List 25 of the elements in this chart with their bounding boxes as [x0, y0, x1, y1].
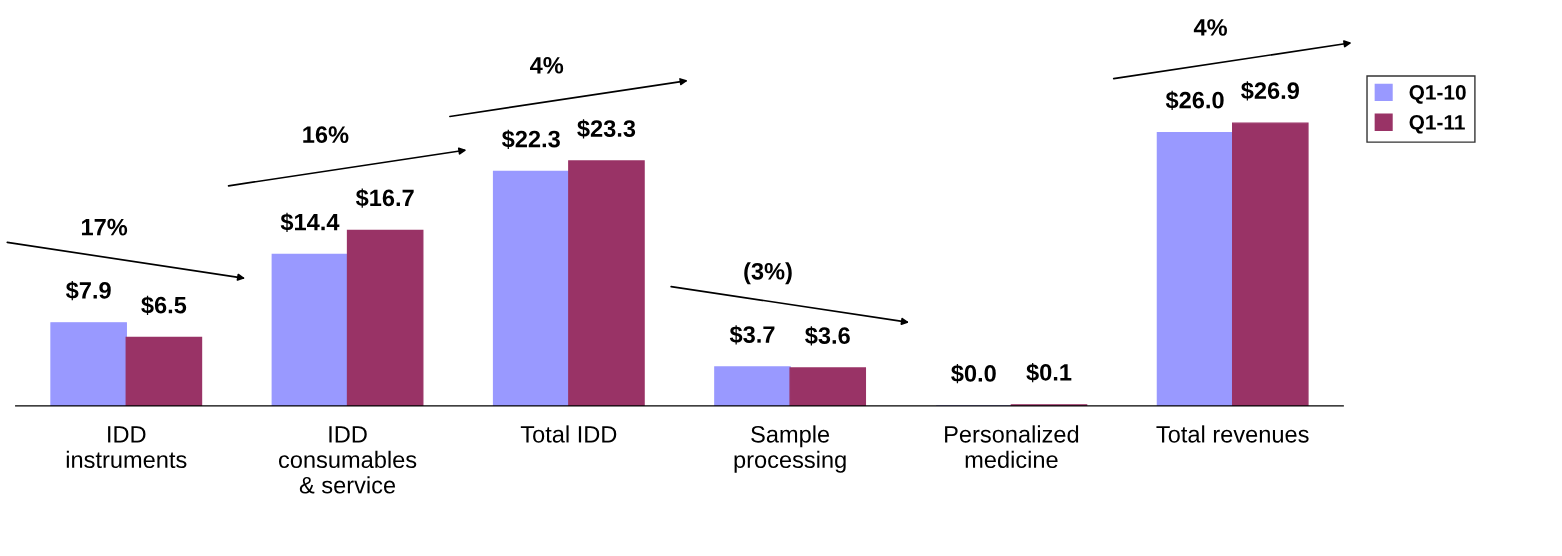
data-label: $3.6 [805, 326, 850, 346]
x-tick-label: Personalized medicine [945, 425, 1079, 469]
data-label: $3.7 [729, 325, 775, 345]
data-label: $0.1 [1026, 362, 1072, 383]
data-label: $26.0 [1165, 90, 1224, 111]
data-label: $22.3 [501, 129, 560, 149]
annotation: (3%) [744, 262, 792, 285]
data-label: $7.9 [65, 280, 111, 301]
data-label: $26.9 [1241, 81, 1299, 101]
text: 4% [1193, 19, 1227, 36]
legend-label: Q1-10 [1409, 85, 1466, 104]
legend-label: Q1-11 [1409, 114, 1465, 134]
x-tick-label: Total IDD [520, 425, 617, 443]
x-tick-label: IDD consumables & service [278, 426, 417, 494]
data-label: $0.0 [951, 364, 996, 384]
data-label: $23.3 [577, 119, 636, 139]
data-label: $16.7 [355, 188, 414, 208]
text: 4% [530, 56, 564, 74]
x-tick-label: Sample processing [734, 425, 846, 473]
x-tick-label: Total revenues [1156, 425, 1309, 443]
data-label: $6.5 [141, 295, 187, 315]
annotation: 16% [303, 126, 349, 144]
x-tick-label: IDD instruments [66, 426, 187, 469]
annotation: 17% [81, 218, 128, 236]
data-label: $14.4 [280, 212, 340, 232]
